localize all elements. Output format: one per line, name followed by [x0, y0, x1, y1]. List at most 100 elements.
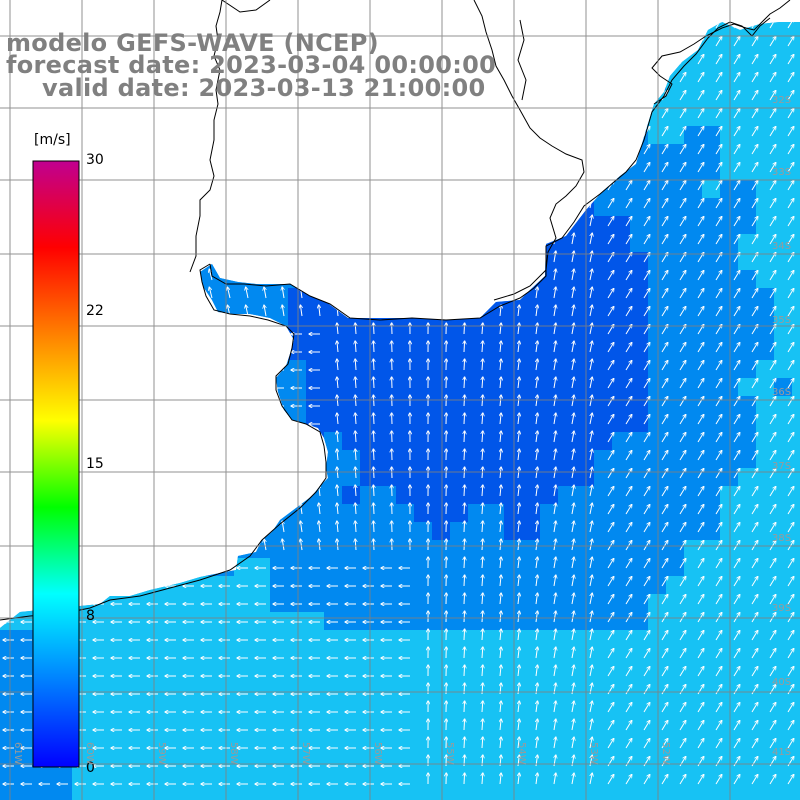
- wind-arrow: [373, 431, 374, 443]
- wind-arrow: [715, 307, 722, 317]
- wind-arrow: [191, 107, 195, 119]
- wind-speed-cell: [180, 774, 198, 792]
- wind-speed-cell: [792, 72, 800, 90]
- wind-speed-cell: [324, 576, 342, 594]
- wind-speed-cell: [522, 306, 540, 324]
- wind-arrow: [228, 197, 231, 209]
- wind-speed-cell: [396, 666, 414, 684]
- valid-date: valid date: 2023-03-13 21:00:00: [42, 74, 486, 102]
- wind-speed-cell: [126, 468, 144, 486]
- wind-arrow: [751, 235, 758, 245]
- wind-speed-cell: [234, 648, 252, 666]
- wind-speed-cell: [414, 468, 432, 486]
- wind-speed-cell: [306, 180, 324, 198]
- wind-speed-cell: [666, 306, 684, 324]
- wind-speed-cell: [126, 162, 144, 180]
- wind-speed-cell: [252, 108, 270, 126]
- wind-speed-cell: [90, 378, 108, 396]
- wind-speed-cell: [702, 36, 720, 54]
- wind-arrow: [787, 415, 794, 425]
- wind-arrow: [554, 35, 556, 47]
- wind-speed-cell: [108, 558, 126, 576]
- wind-speed-cell: [396, 450, 414, 468]
- wind-speed-cell: [306, 342, 324, 360]
- wind-speed-cell: [738, 612, 756, 630]
- wind-speed-cell: [414, 198, 432, 216]
- wind-speed-cell: [234, 774, 252, 792]
- wind-arrow: [751, 343, 758, 353]
- wind-arrow: [354, 22, 357, 29]
- wind-speed-cell: [792, 486, 800, 504]
- wind-speed-cell: [432, 612, 450, 630]
- wind-speed-cell: [468, 558, 486, 576]
- wind-speed-cell: [162, 198, 180, 216]
- wind-speed-cell: [324, 468, 342, 486]
- wind-arrow: [679, 433, 686, 443]
- wind-speed-cell: [216, 756, 234, 774]
- wind-speed-cell: [576, 666, 594, 684]
- wind-speed-cell: [342, 450, 360, 468]
- wind-speed-cell: [612, 414, 630, 432]
- wind-arrow: [518, 287, 519, 299]
- wind-arrow: [679, 127, 686, 137]
- wind-arrow: [209, 233, 213, 245]
- wind-arrow: [536, 89, 538, 101]
- wind-arrow: [228, 143, 231, 155]
- wind-speed-cell: [720, 576, 738, 594]
- wind-speed-cell: [666, 540, 684, 558]
- wind-speed-cell: [90, 396, 108, 414]
- wind-speed-cell: [90, 666, 108, 684]
- wind-arrow: [100, 252, 105, 263]
- wind-speed-cell: [450, 792, 468, 800]
- wind-arrow: [337, 197, 338, 209]
- wind-arrow: [679, 109, 686, 119]
- wind-speed-cell: [738, 306, 756, 324]
- wind-speed-cell: [90, 540, 108, 558]
- wind-speed-cell: [252, 738, 270, 756]
- wind-speed-cell: [180, 198, 198, 216]
- wind-speed-cell: [468, 126, 486, 144]
- wind-speed-cell: [198, 216, 216, 234]
- wind-speed-cell: [180, 666, 198, 684]
- wind-arrow: [482, 269, 483, 281]
- wind-speed-cell: [216, 360, 234, 378]
- wind-speed-cell: [558, 288, 576, 306]
- wind-speed-cell: [576, 36, 594, 54]
- wind-speed-cell: [792, 0, 800, 18]
- wind-speed-cell: [576, 414, 594, 432]
- wind-speed-cell: [576, 486, 594, 504]
- wind-speed-cell: [612, 270, 630, 288]
- wind-speed-cell: [198, 396, 216, 414]
- wind-speed-cell: [504, 540, 522, 558]
- wind-speed-cell: [738, 144, 756, 162]
- wind-arrow: [173, 306, 177, 317]
- wind-speed-cell: [144, 540, 162, 558]
- wind-speed-cell: [396, 720, 414, 738]
- wind-speed-cell: [324, 720, 342, 738]
- wind-arrow: [554, 269, 556, 281]
- wind-arrow: [464, 665, 465, 677]
- wind-arrow: [589, 449, 592, 461]
- wind-arrow: [733, 163, 740, 173]
- wind-speed-cell: [378, 558, 396, 576]
- wind-arrow: [136, 126, 141, 137]
- wind-arrow: [27, 90, 33, 101]
- wind-speed-cell: [612, 468, 630, 486]
- wind-speed-cell: [180, 324, 198, 342]
- wind-arrow: [118, 540, 123, 551]
- wind-arrow: [518, 413, 519, 425]
- wind-speed-cell: [720, 288, 738, 306]
- wind-arrow: [607, 361, 614, 371]
- wind-speed-cell: [684, 666, 702, 684]
- wind-speed-cell: [738, 162, 756, 180]
- wind-speed-cell: [198, 180, 216, 198]
- wind-arrow: [173, 432, 177, 443]
- wind-speed-cell: [360, 396, 378, 414]
- wind-speed-cell: [486, 144, 504, 162]
- wind-speed-cell: [648, 450, 666, 468]
- wind-speed-cell: [324, 540, 342, 558]
- wind-speed-cell: [306, 270, 324, 288]
- wind-speed-cell: [288, 126, 306, 144]
- wind-arrow: [500, 341, 501, 353]
